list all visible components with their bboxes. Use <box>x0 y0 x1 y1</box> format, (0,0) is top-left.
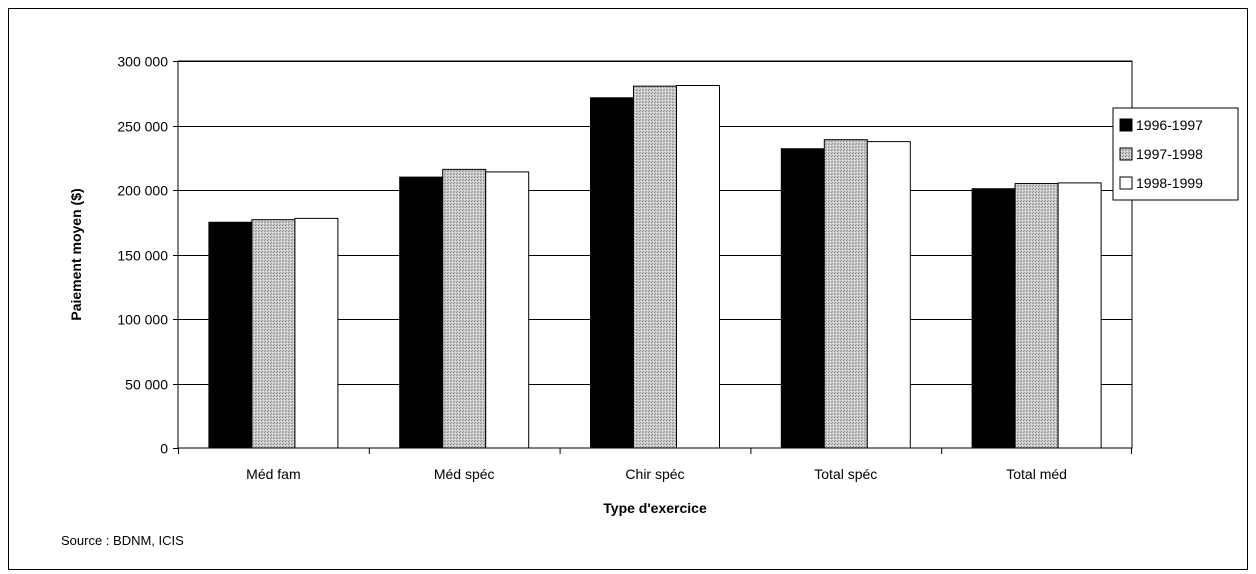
y-tick-label: 200 000 <box>117 183 168 199</box>
x-tick-label: Total méd <box>1006 466 1067 482</box>
x-tick-label: Méd fam <box>246 466 300 482</box>
bar <box>866 141 911 449</box>
bar <box>294 217 339 449</box>
bar <box>1014 183 1059 449</box>
bar <box>251 219 296 449</box>
y-tick-label: 100 000 <box>117 312 168 328</box>
y-tick-label: 0 <box>160 441 168 457</box>
bar <box>208 221 253 449</box>
axes: 0 50 000 100 000 150 000 200 000 250 000 300 0… <box>117 54 1132 482</box>
source-note: Source : BDNM, ICIS <box>61 533 184 548</box>
y-tick-label: 150 000 <box>117 248 168 264</box>
legend-label: 1996-1997 <box>1136 117 1203 133</box>
bar <box>1057 182 1102 449</box>
bar <box>823 139 868 449</box>
y-axis-title: Paiement moyen ($) <box>68 188 84 320</box>
bar <box>676 85 720 449</box>
bar <box>590 97 634 449</box>
y-tick-label: 250 000 <box>117 119 168 135</box>
legend-swatch <box>1119 118 1133 132</box>
legend-box <box>1112 107 1239 201</box>
x-tick-label: Total spéc <box>814 466 877 482</box>
bar <box>971 188 1016 449</box>
legend-swatch <box>1119 147 1133 161</box>
x-tick-label: Méd spéc <box>434 466 495 482</box>
legend-swatch <box>1119 176 1133 190</box>
legend-label: 1997-1998 <box>1136 146 1203 162</box>
x-axis-title: Type d'exercice <box>603 500 707 516</box>
bar <box>633 85 677 449</box>
x-tick-label: Chir spéc <box>625 466 684 482</box>
bars <box>208 85 1102 449</box>
bar <box>442 168 487 449</box>
legend-label: 1998-1999 <box>1136 175 1203 191</box>
y-tick-label: 300 000 <box>117 54 168 70</box>
bar <box>780 148 825 449</box>
legend: 1996-1997 1997-1998 1998-1999 <box>1112 107 1239 201</box>
plot-area-border <box>177 60 1133 449</box>
y-tick-label: 50 000 <box>125 377 168 393</box>
bar <box>399 176 444 449</box>
bar <box>485 171 530 449</box>
